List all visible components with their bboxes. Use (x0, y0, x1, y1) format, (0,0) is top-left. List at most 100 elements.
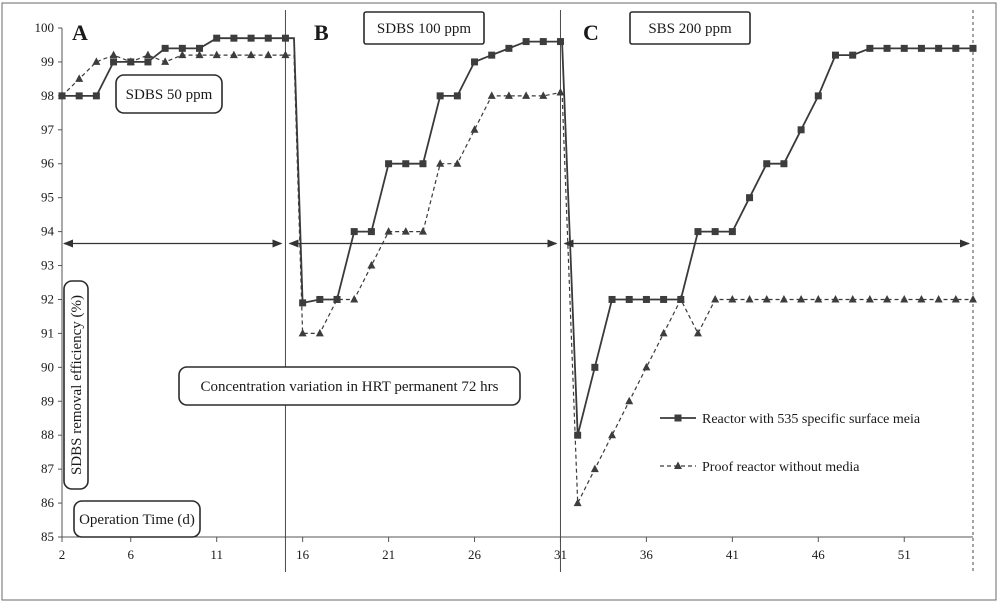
data-point-triangle (350, 294, 359, 303)
hrt-annotation-box (178, 366, 521, 406)
data-point-triangle (625, 396, 634, 405)
panel-a-label-box (115, 74, 223, 114)
y-tick-label: 100 (35, 20, 55, 35)
data-point-square (935, 44, 943, 52)
data-point-triangle (315, 328, 324, 337)
legend-item-2: Proof reactor without media (660, 460, 860, 475)
panel-b-label-text: SDBS 100 ppm (377, 21, 472, 37)
panel-b-label: SDBS 100 ppm (363, 11, 485, 45)
data-point-triangle (418, 227, 427, 235)
y-tick-label: 94 (41, 224, 55, 239)
y-axis-title-text: SDBS removal efficiency (%) (69, 295, 85, 475)
legend-label: Reactor with 535 specific surface meia (702, 412, 921, 427)
data-point-square (522, 38, 530, 46)
data-point-square (694, 228, 702, 236)
x-tick-label: 41 (726, 547, 739, 562)
data-point-square (660, 295, 668, 303)
data-point-square (402, 160, 410, 168)
y-tick-label: 92 (41, 291, 54, 306)
data-point-triangle (969, 294, 977, 303)
data-point-triangle (900, 294, 909, 303)
data-point-triangle (384, 227, 393, 235)
data-point-triangle (762, 294, 771, 303)
x-tick-label: 36 (640, 547, 654, 562)
data-point-triangle (195, 50, 204, 59)
data-point-square (556, 38, 564, 46)
data-point-triangle (642, 362, 651, 371)
data-point-triangle (92, 57, 101, 65)
legend-marker-triangle (674, 461, 682, 469)
data-point-square (711, 228, 719, 236)
data-point-square (230, 34, 238, 42)
figure-border (1, 2, 997, 601)
data-point-square (264, 34, 272, 42)
series-line (61, 54, 973, 504)
data-point-triangle (745, 294, 754, 303)
data-point-square (385, 160, 393, 168)
y-axis-title-box (63, 280, 89, 490)
data-point-triangle (556, 87, 565, 96)
data-point-square (367, 228, 375, 236)
x-axis-title: Operation Time (d) (73, 500, 201, 538)
x-axis-title-box (73, 500, 201, 538)
y-tick-label: 93 (41, 258, 54, 273)
hrt-annotation-text: Concentration variation in HRT permanent… (201, 379, 499, 395)
data-point-square (144, 58, 152, 66)
data-point-square (505, 44, 513, 52)
annotations: A B C SDBS 50 ppm SDBS 100 ppm SBS 200 ppm Con… (63, 11, 970, 538)
data-point-triangle (608, 430, 617, 439)
data-point-triangle (436, 159, 445, 167)
data-point-square (591, 363, 599, 371)
y-tick-label: 88 (41, 427, 54, 442)
data-point-square (866, 44, 874, 52)
data-point-triangle (470, 125, 479, 133)
data-point-triangle (281, 50, 290, 59)
data-point-square (299, 299, 307, 307)
data-point-triangle (487, 91, 496, 99)
x-tick-label: 6 (128, 547, 135, 562)
data-point-triangle (178, 50, 187, 59)
x-tick-label: 21 (382, 547, 395, 562)
data-point-square (419, 160, 427, 168)
data-point-triangle (934, 294, 943, 303)
legend: Reactor with 535 specific surface meia Pr… (660, 412, 921, 475)
panel-a-label: SDBS 50 ppm (115, 74, 223, 114)
data-point-triangle (143, 50, 152, 59)
data-point-square (969, 44, 977, 52)
data-point-triangle (951, 294, 960, 303)
data-point-triangle (401, 227, 410, 235)
data-point-square (849, 51, 857, 59)
data-point-triangle (161, 57, 170, 65)
legend-label: Proof reactor without media (702, 460, 860, 475)
x-tick-label: 26 (468, 547, 482, 562)
data-point-square (797, 126, 805, 134)
data-point-triangle (126, 57, 135, 65)
data-point-triangle (779, 294, 788, 303)
data-point-triangle (865, 294, 874, 303)
data-point-square (178, 44, 186, 52)
data-point-triangle (367, 261, 376, 269)
data-point-triangle (573, 498, 582, 507)
x-tick-label: 11 (210, 547, 223, 562)
data-point-triangle (229, 50, 238, 59)
data-point-square (92, 92, 100, 100)
data-point-square (110, 58, 118, 66)
data-point-triangle (883, 294, 892, 303)
data-point-square (642, 295, 650, 303)
data-point-square (900, 44, 908, 52)
data-point-triangle (797, 294, 806, 303)
data-point-square (196, 44, 204, 52)
data-point-square (247, 34, 255, 42)
y-tick-label: 86 (41, 495, 55, 510)
panel-a-label-text: SDBS 50 ppm (126, 87, 213, 103)
data-point-triangle (333, 294, 342, 303)
x-tick-label: 16 (296, 547, 310, 562)
hrt-annotation: Concentration variation in HRT permanent… (178, 366, 521, 406)
panel-c-label-box (629, 11, 751, 45)
data-point-triangle (848, 294, 857, 303)
y-tick-label: 95 (41, 190, 54, 205)
data-point-triangle (659, 328, 668, 337)
data-point-square (350, 228, 358, 236)
